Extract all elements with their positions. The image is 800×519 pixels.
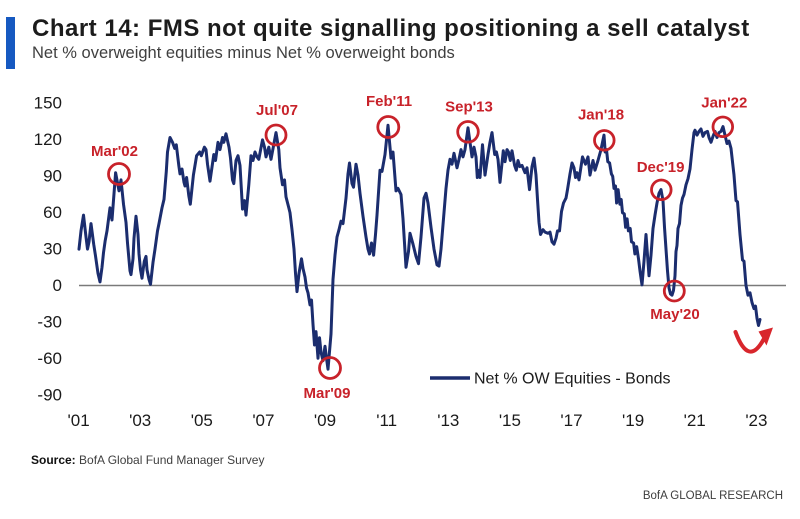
svg-text:Jul'07: Jul'07: [256, 102, 298, 119]
svg-text:90: 90: [43, 167, 62, 186]
svg-text:'07: '07: [252, 411, 274, 430]
svg-text:Net % OW Equities - Bonds: Net % OW Equities - Bonds: [474, 371, 671, 388]
svg-text:'23: '23: [745, 411, 767, 430]
svg-text:0: 0: [53, 276, 62, 295]
svg-text:'11: '11: [376, 411, 397, 430]
svg-text:120: 120: [34, 130, 62, 149]
svg-text:Feb'11: Feb'11: [366, 93, 412, 110]
svg-text:'09: '09: [314, 411, 336, 430]
svg-text:Dec'19: Dec'19: [637, 159, 685, 176]
svg-text:'19: '19: [622, 411, 644, 430]
svg-text:-30: -30: [37, 313, 62, 332]
svg-text:60: 60: [43, 203, 62, 222]
svg-text:Mar'02: Mar'02: [91, 143, 138, 160]
svg-text:May'20: May'20: [650, 306, 699, 323]
svg-text:-60: -60: [37, 349, 62, 368]
svg-text:'01: '01: [68, 411, 90, 430]
svg-text:Jan'18: Jan'18: [578, 107, 624, 124]
svg-text:Sep'13: Sep'13: [445, 99, 493, 116]
svg-text:'05: '05: [191, 411, 213, 430]
svg-text:'13: '13: [437, 411, 459, 430]
svg-text:'03: '03: [129, 411, 151, 430]
svg-text:Jan'22: Jan'22: [701, 95, 747, 112]
svg-text:'15: '15: [499, 411, 521, 430]
svg-text:Mar'09: Mar'09: [304, 385, 351, 402]
svg-text:'17: '17: [560, 411, 582, 430]
svg-text:'21: '21: [684, 411, 706, 430]
svg-text:30: 30: [43, 240, 62, 259]
svg-text:150: 150: [34, 94, 62, 113]
svg-text:-90: -90: [37, 386, 62, 405]
